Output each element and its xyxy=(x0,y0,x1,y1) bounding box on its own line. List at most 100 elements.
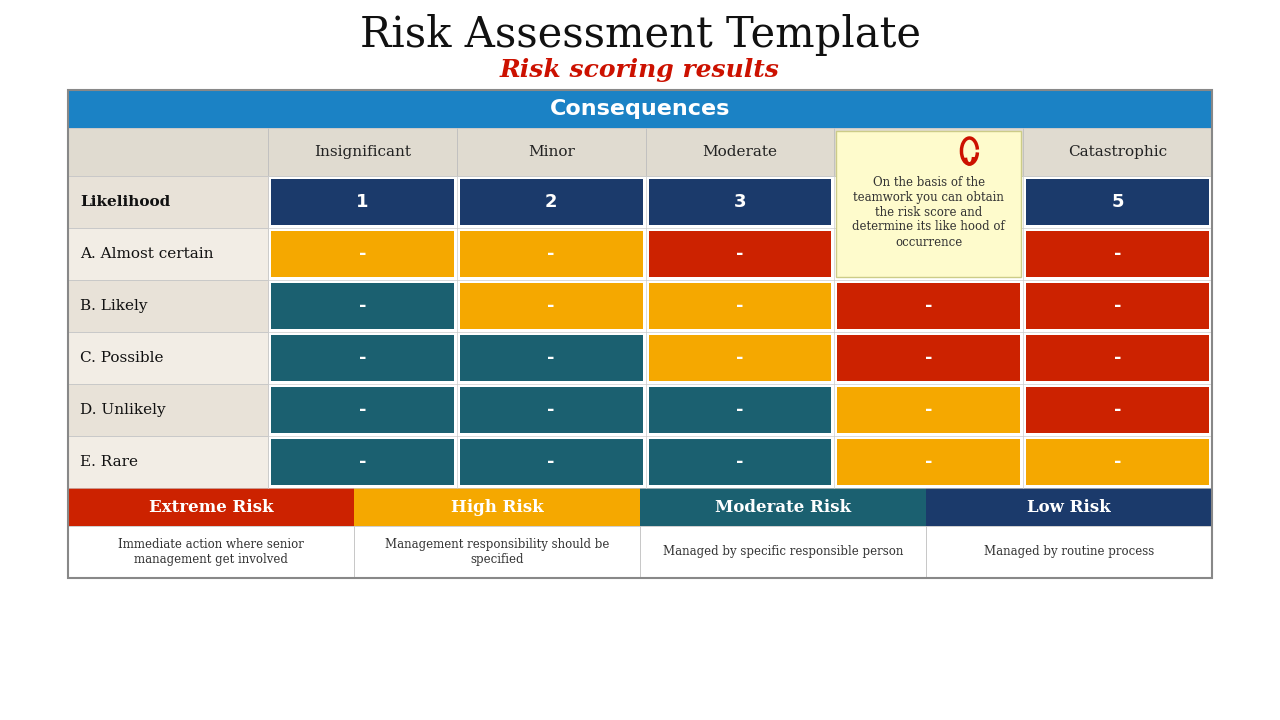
Text: E. Rare: E. Rare xyxy=(79,455,138,469)
Text: Management responsibility should be
specified: Management responsibility should be spec… xyxy=(385,538,609,566)
Text: -: - xyxy=(358,453,366,471)
Text: -: - xyxy=(358,297,366,315)
FancyBboxPatch shape xyxy=(460,231,643,277)
FancyBboxPatch shape xyxy=(271,231,454,277)
Text: -: - xyxy=(1114,349,1121,367)
FancyBboxPatch shape xyxy=(460,335,643,381)
FancyBboxPatch shape xyxy=(271,283,454,329)
FancyBboxPatch shape xyxy=(68,332,268,384)
FancyBboxPatch shape xyxy=(68,526,355,578)
FancyBboxPatch shape xyxy=(645,128,835,176)
FancyBboxPatch shape xyxy=(925,488,1212,526)
Text: -: - xyxy=(1114,401,1121,419)
Text: -: - xyxy=(925,245,933,263)
FancyBboxPatch shape xyxy=(1027,439,1210,485)
Text: 1: 1 xyxy=(356,193,369,211)
FancyBboxPatch shape xyxy=(271,387,454,433)
FancyBboxPatch shape xyxy=(837,335,1020,381)
FancyBboxPatch shape xyxy=(460,283,643,329)
FancyBboxPatch shape xyxy=(1027,335,1210,381)
FancyBboxPatch shape xyxy=(1027,387,1210,433)
Text: -: - xyxy=(925,349,933,367)
FancyBboxPatch shape xyxy=(649,283,832,329)
FancyBboxPatch shape xyxy=(649,439,832,485)
Text: -: - xyxy=(736,401,744,419)
FancyBboxPatch shape xyxy=(355,488,640,526)
FancyBboxPatch shape xyxy=(271,439,454,485)
FancyBboxPatch shape xyxy=(271,179,454,225)
Text: Moderate Risk: Moderate Risk xyxy=(716,498,851,516)
FancyBboxPatch shape xyxy=(925,526,1212,578)
Text: Immediate action where senior
management get involved: Immediate action where senior management… xyxy=(118,538,303,566)
FancyBboxPatch shape xyxy=(837,439,1020,485)
FancyBboxPatch shape xyxy=(640,526,925,578)
Text: -: - xyxy=(736,297,744,315)
Text: -: - xyxy=(925,453,933,471)
Text: -: - xyxy=(925,401,933,419)
Text: -: - xyxy=(736,349,744,367)
FancyBboxPatch shape xyxy=(68,280,268,332)
Text: -: - xyxy=(548,297,556,315)
FancyBboxPatch shape xyxy=(640,488,925,526)
FancyBboxPatch shape xyxy=(649,231,832,277)
Text: Extreme Risk: Extreme Risk xyxy=(148,498,274,516)
Text: Risk Assessment Template: Risk Assessment Template xyxy=(360,14,920,56)
Text: Insignificant: Insignificant xyxy=(314,145,411,159)
Text: Low Risk: Low Risk xyxy=(1027,498,1111,516)
Text: Moderate: Moderate xyxy=(703,145,777,159)
Text: -: - xyxy=(925,297,933,315)
Text: Managed by specific responsible person: Managed by specific responsible person xyxy=(663,546,904,559)
FancyBboxPatch shape xyxy=(68,90,1212,128)
Text: 2: 2 xyxy=(545,193,558,211)
Text: Risk scoring results: Risk scoring results xyxy=(500,58,780,82)
FancyBboxPatch shape xyxy=(837,231,1020,277)
FancyBboxPatch shape xyxy=(68,176,268,228)
Text: -: - xyxy=(1114,453,1121,471)
FancyBboxPatch shape xyxy=(1027,283,1210,329)
Text: Consequences: Consequences xyxy=(550,99,730,119)
FancyBboxPatch shape xyxy=(837,283,1020,329)
FancyBboxPatch shape xyxy=(68,488,355,526)
FancyBboxPatch shape xyxy=(460,387,643,433)
Text: -: - xyxy=(548,245,556,263)
FancyBboxPatch shape xyxy=(1023,128,1212,176)
FancyBboxPatch shape xyxy=(68,228,268,280)
Text: Catastrophic: Catastrophic xyxy=(1068,145,1167,159)
FancyBboxPatch shape xyxy=(268,128,457,176)
Text: Minor: Minor xyxy=(527,145,575,159)
FancyBboxPatch shape xyxy=(1027,231,1210,277)
FancyBboxPatch shape xyxy=(68,128,268,176)
Text: -: - xyxy=(358,245,366,263)
Text: 5: 5 xyxy=(1111,193,1124,211)
Text: Likelihood: Likelihood xyxy=(79,195,170,209)
FancyBboxPatch shape xyxy=(68,436,268,488)
Text: -: - xyxy=(548,401,556,419)
Text: -: - xyxy=(736,453,744,471)
Text: -: - xyxy=(358,349,366,367)
FancyBboxPatch shape xyxy=(835,128,1023,176)
Text: -: - xyxy=(358,401,366,419)
Text: D. Unlikely: D. Unlikely xyxy=(79,403,165,417)
FancyBboxPatch shape xyxy=(649,387,832,433)
Text: A. Almost certain: A. Almost certain xyxy=(79,247,214,261)
Text: -: - xyxy=(1114,245,1121,263)
Text: -: - xyxy=(1114,297,1121,315)
FancyBboxPatch shape xyxy=(460,179,643,225)
FancyBboxPatch shape xyxy=(1027,179,1210,225)
FancyBboxPatch shape xyxy=(837,179,1020,225)
FancyBboxPatch shape xyxy=(460,439,643,485)
Text: 3: 3 xyxy=(733,193,746,211)
Text: B. Likely: B. Likely xyxy=(79,299,147,313)
Text: -: - xyxy=(548,349,556,367)
FancyBboxPatch shape xyxy=(355,526,640,578)
FancyBboxPatch shape xyxy=(836,131,1021,277)
FancyBboxPatch shape xyxy=(837,387,1020,433)
Text: 4: 4 xyxy=(923,193,936,211)
FancyBboxPatch shape xyxy=(649,335,832,381)
FancyBboxPatch shape xyxy=(68,384,268,436)
Text: On the basis of the
teamwork you can obtain
the risk score and
determine its lik: On the basis of the teamwork you can obt… xyxy=(852,176,1005,248)
Text: High Risk: High Risk xyxy=(451,498,544,516)
Text: -: - xyxy=(736,245,744,263)
FancyBboxPatch shape xyxy=(649,179,832,225)
FancyBboxPatch shape xyxy=(271,335,454,381)
